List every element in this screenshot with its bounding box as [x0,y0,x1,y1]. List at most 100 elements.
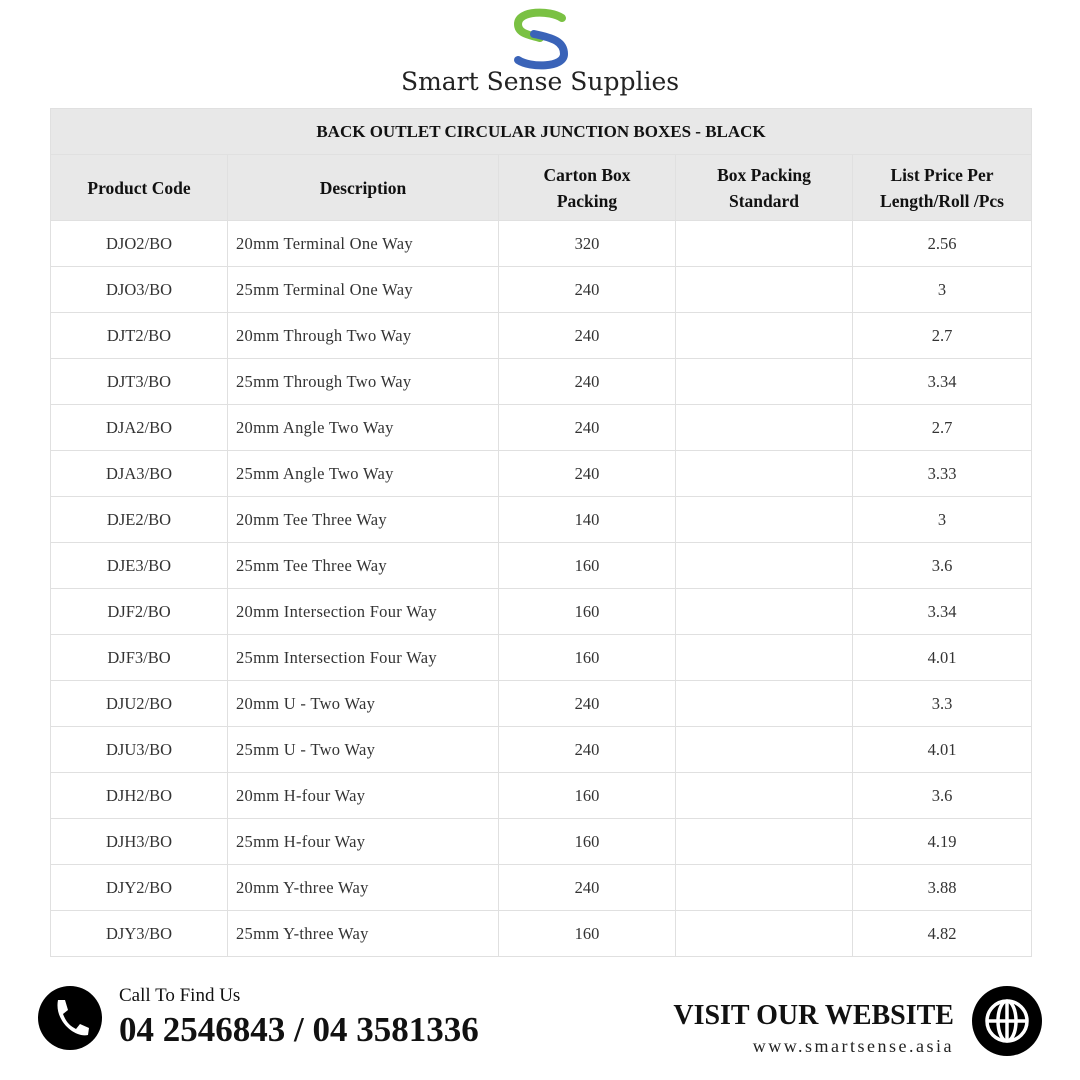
cell-product-code: DJU3/BO [50,726,228,773]
table-row: DJT2/BO 20mm Through Two Way 240 2.7 [50,312,1033,359]
cell-product-code: DJT2/BO [50,312,228,359]
cell-carton-box-packing: 160 [498,818,676,865]
cell-product-code: DJA2/BO [50,404,228,451]
cell-box-packing-standard [675,588,853,635]
cell-carton-box-packing: 160 [498,588,676,635]
cell-box-packing-standard [675,680,853,727]
header-carton-box-packing: Carton Box Packing [498,154,676,221]
cell-carton-box-packing: 160 [498,910,676,957]
cell-list-price: 3 [851,496,1033,543]
table-row: DJF3/BO 25mm Intersection Four Way 160 4.01 [50,634,1033,681]
cell-description: 25mm Y-three Way [227,910,499,957]
header-box-packing-standard: Box Packing Standard [675,154,853,221]
table-row: DJH3/BO 25mm H-four Way 160 4.19 [50,818,1033,865]
cell-description: 20mm Through Two Way [227,312,499,359]
call-label: Call To Find Us [119,985,241,1006]
cell-list-price: 4.01 [851,726,1033,773]
cell-carton-box-packing: 240 [498,680,676,727]
website-url[interactable]: www.smartsense.asia [752,1036,954,1056]
cell-product-code: DJY3/BO [50,910,228,957]
cell-box-packing-standard [675,910,853,957]
header-list-price: List Price Per Length/Roll /Pcs [851,154,1033,221]
cell-description: 25mm Terminal One Way [227,266,499,313]
cell-box-packing-standard [675,634,853,681]
cell-description: 20mm Angle Two Way [227,404,499,451]
cell-list-price: 2.56 [851,220,1033,267]
cell-product-code: DJE3/BO [50,542,228,589]
cell-product-code: DJE2/BO [50,496,228,543]
cell-description: 25mm Intersection Four Way [227,634,499,681]
cell-product-code: DJY2/BO [50,864,228,911]
cell-box-packing-standard [675,358,853,405]
cell-list-price: 3.33 [851,450,1033,497]
cell-list-price: 3.88 [851,864,1033,911]
cell-box-packing-standard [675,450,853,497]
table-row: DJA3/BO 25mm Angle Two Way 240 3.33 [50,450,1033,497]
cell-carton-box-packing: 160 [498,772,676,819]
cell-product-code: DJU2/BO [50,680,228,727]
table-row: DJE2/BO 20mm Tee Three Way 140 3 [50,496,1033,543]
cell-product-code: DJT3/BO [50,358,228,405]
cell-list-price: 3 [851,266,1033,313]
cell-list-price: 3.34 [851,588,1033,635]
cell-carton-box-packing: 320 [498,220,676,267]
cell-description: 25mm U - Two Way [227,726,499,773]
cell-description: 20mm H-four Way [227,772,499,819]
header-product-code: Product Code [50,154,228,221]
cell-carton-box-packing: 240 [498,864,676,911]
cell-description: 20mm Intersection Four Way [227,588,499,635]
table-row: DJE3/BO 25mm Tee Three Way 160 3.6 [50,542,1033,589]
cell-description: 20mm Tee Three Way [227,496,499,543]
cell-list-price: 2.7 [851,312,1033,359]
table-row: DJO3/BO 25mm Terminal One Way 240 3 [50,266,1033,313]
cell-description: 25mm H-four Way [227,818,499,865]
cell-box-packing-standard [675,818,853,865]
logo-icon [513,8,569,70]
phone-numbers[interactable]: 04 2546843 / 04 3581336 [119,1010,479,1049]
table-row: DJY2/BO 20mm Y-three Way 240 3.88 [50,864,1033,911]
cell-product-code: DJO3/BO [50,266,228,313]
cell-box-packing-standard [675,312,853,359]
cell-carton-box-packing: 160 [498,634,676,681]
cell-description: 25mm Through Two Way [227,358,499,405]
visit-website-label: VISIT OUR WEBSITE [673,1000,954,1031]
cell-carton-box-packing: 240 [498,358,676,405]
table-row: DJY3/BO 25mm Y-three Way 160 4.82 [50,910,1033,957]
cell-list-price: 3.3 [851,680,1033,727]
cell-list-price: 2.7 [851,404,1033,451]
table-row: DJH2/BO 20mm H-four Way 160 3.6 [50,772,1033,819]
cell-product-code: DJF3/BO [50,634,228,681]
table-row: DJT3/BO 25mm Through Two Way 240 3.34 [50,358,1033,405]
cell-product-code: DJA3/BO [50,450,228,497]
cell-box-packing-standard [675,496,853,543]
cell-description: 20mm U - Two Way [227,680,499,727]
cell-list-price: 4.01 [851,634,1033,681]
cell-description: 25mm Tee Three Way [227,542,499,589]
cell-box-packing-standard [675,864,853,911]
cell-description: 25mm Angle Two Way [227,450,499,497]
cell-list-price: 3.6 [851,772,1033,819]
cell-box-packing-standard [675,542,853,589]
cell-carton-box-packing: 160 [498,542,676,589]
cell-product-code: DJO2/BO [50,220,228,267]
cell-carton-box-packing: 240 [498,726,676,773]
table-row: DJF2/BO 20mm Intersection Four Way 160 3.34 [50,588,1033,635]
cell-product-code: DJH3/BO [50,818,228,865]
cell-list-price: 3.34 [851,358,1033,405]
cell-product-code: DJF2/BO [50,588,228,635]
cell-box-packing-standard [675,772,853,819]
table-row: DJU2/BO 20mm U - Two Way 240 3.3 [50,680,1033,727]
header-description: Description [227,154,499,221]
cell-carton-box-packing: 240 [498,266,676,313]
cell-carton-box-packing: 240 [498,404,676,451]
cell-box-packing-standard [675,404,853,451]
cell-box-packing-standard [675,220,853,267]
table-row: DJO2/BO 20mm Terminal One Way 320 2.56 [50,220,1033,267]
cell-list-price: 4.19 [851,818,1033,865]
cell-description: 20mm Y-three Way [227,864,499,911]
cell-list-price: 3.6 [851,542,1033,589]
globe-icon [972,986,1042,1056]
cell-carton-box-packing: 240 [498,312,676,359]
phone-icon [38,986,102,1050]
table-title: BACK OUTLET CIRCULAR JUNCTION BOXES - BL… [49,108,1033,155]
